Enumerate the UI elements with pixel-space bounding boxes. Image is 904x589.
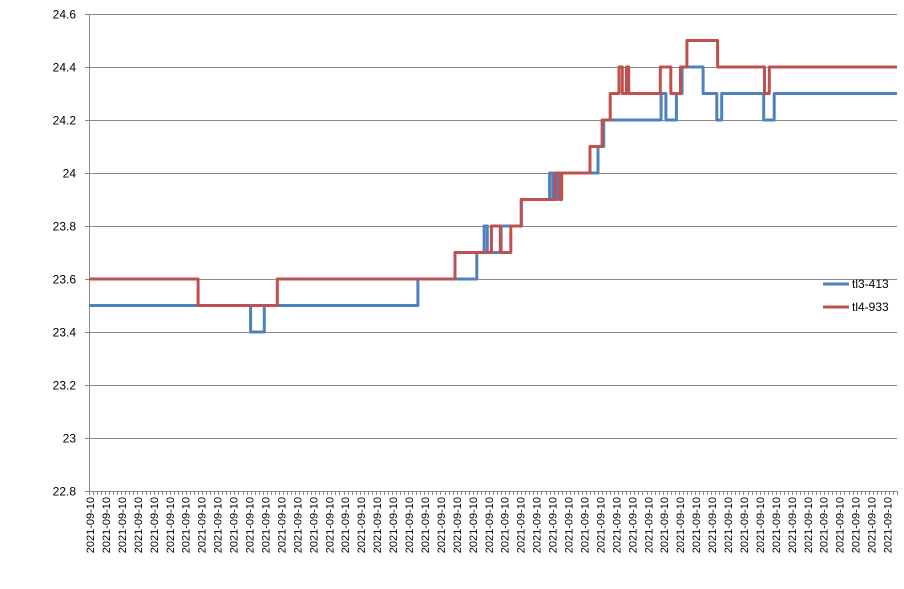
y-tick-labels: 22.8 23 23.2 23.4 23.6 23.8 24 24.2 24.4 24.6 bbox=[53, 8, 77, 499]
x-tick-label: 2021-09-10 bbox=[691, 497, 703, 553]
y-tick-label: 23 bbox=[63, 432, 77, 446]
x-tick-label: 2021-09-10 bbox=[595, 497, 607, 553]
x-tick-label: 2021-09-10 bbox=[292, 497, 304, 553]
x-tick-label: 2021-09-10 bbox=[420, 497, 432, 553]
x-tick-label: 2021-09-10 bbox=[308, 497, 320, 553]
y-tick-label: 23.2 bbox=[53, 379, 77, 393]
x-tick-label: 2021-09-10 bbox=[388, 497, 400, 553]
x-tick-label: 2021-09-10 bbox=[835, 497, 847, 553]
x-tick-label: 2021-09-10 bbox=[723, 497, 735, 553]
x-tick-label: 2021-09-10 bbox=[468, 497, 480, 553]
x-tick-label: 2021-09-10 bbox=[452, 497, 464, 553]
y-tick-label: 24.6 bbox=[53, 8, 77, 22]
x-tick-label: 2021-09-10 bbox=[787, 497, 799, 553]
y-tick-label: 23.4 bbox=[53, 326, 77, 340]
series-line-tl4-933 bbox=[89, 39, 897, 307]
x-tick-label: 2021-09-10 bbox=[149, 497, 161, 553]
y-tick-label: 23.6 bbox=[53, 273, 77, 287]
x-tick-label: 2021-09-10 bbox=[324, 497, 336, 553]
x-tick-label: 2021-09-10 bbox=[851, 497, 863, 553]
x-tick-label: 2021-09-10 bbox=[372, 497, 384, 553]
x-tick-labels: 2021-09-10 2021-09-10 2021-09-10 2021-09-10… bbox=[85, 497, 895, 553]
x-tick-label: 2021-09-10 bbox=[883, 497, 895, 553]
x-tick-label: 2021-09-10 bbox=[819, 497, 831, 553]
x-tick-label: 2021-09-10 bbox=[675, 497, 687, 553]
x-tick-label: 2021-09-10 bbox=[548, 497, 560, 553]
x-tick-label: 2021-09-10 bbox=[803, 497, 815, 553]
x-tick-label: 2021-09-10 bbox=[133, 497, 145, 553]
x-tick-label: 2021-09-10 bbox=[659, 497, 671, 553]
x-tick-label: 2021-09-10 bbox=[85, 497, 97, 553]
x-tick-label: 2021-09-10 bbox=[245, 497, 257, 553]
legend-label: tl4-933 bbox=[852, 300, 889, 314]
y-tick-label: 24 bbox=[63, 167, 77, 181]
legend-label: tl3-413 bbox=[852, 277, 889, 291]
y-tick-label: 24.4 bbox=[53, 61, 77, 75]
y-tick-label: 24.2 bbox=[53, 114, 77, 128]
axes bbox=[85, 14, 898, 495]
legend: tl3-413 tl4-933 bbox=[823, 277, 889, 314]
x-tick-label: 2021-09-10 bbox=[500, 497, 512, 553]
y-tick-label: 22.8 bbox=[53, 485, 77, 499]
x-tick-label: 2021-09-10 bbox=[436, 497, 448, 553]
x-tick-label: 2021-09-10 bbox=[165, 497, 177, 553]
x-tick-label: 2021-09-10 bbox=[197, 497, 209, 553]
x-tick-label: 2021-09-10 bbox=[707, 497, 719, 553]
x-tick-label: 2021-09-10 bbox=[739, 497, 751, 553]
x-tick-label: 2021-09-10 bbox=[276, 497, 288, 553]
series-lines bbox=[89, 39, 897, 334]
x-tick-label: 2021-09-10 bbox=[229, 497, 241, 553]
x-tick-label: 2021-09-10 bbox=[181, 497, 193, 553]
x-tick-label: 2021-09-10 bbox=[532, 497, 544, 553]
x-tick-label: 2021-09-10 bbox=[755, 497, 767, 553]
x-tick-label: 2021-09-10 bbox=[771, 497, 783, 553]
x-tick-label: 2021-09-10 bbox=[356, 497, 368, 553]
x-tick-label: 2021-09-10 bbox=[627, 497, 639, 553]
x-tick-label: 2021-09-10 bbox=[117, 497, 129, 553]
x-tick-label: 2021-09-10 bbox=[643, 497, 655, 553]
x-tick-label: 2021-09-10 bbox=[564, 497, 576, 553]
x-tick-label: 2021-09-10 bbox=[516, 497, 528, 553]
x-tick-label: 2021-09-10 bbox=[260, 497, 272, 553]
x-tick-label: 2021-09-10 bbox=[579, 497, 591, 553]
x-tick-label: 2021-09-10 bbox=[611, 497, 623, 553]
x-tick-label: 2021-09-10 bbox=[867, 497, 879, 553]
y-tick-label: 23.8 bbox=[53, 220, 77, 234]
series-line-tl3-413 bbox=[89, 65, 897, 334]
x-tick-label: 2021-09-10 bbox=[213, 497, 225, 553]
x-tick-label: 2021-09-10 bbox=[340, 497, 352, 553]
x-tick-label: 2021-09-10 bbox=[484, 497, 496, 553]
x-tick-label: 2021-09-10 bbox=[101, 497, 113, 553]
x-tick-label: 2021-09-10 bbox=[404, 497, 416, 553]
